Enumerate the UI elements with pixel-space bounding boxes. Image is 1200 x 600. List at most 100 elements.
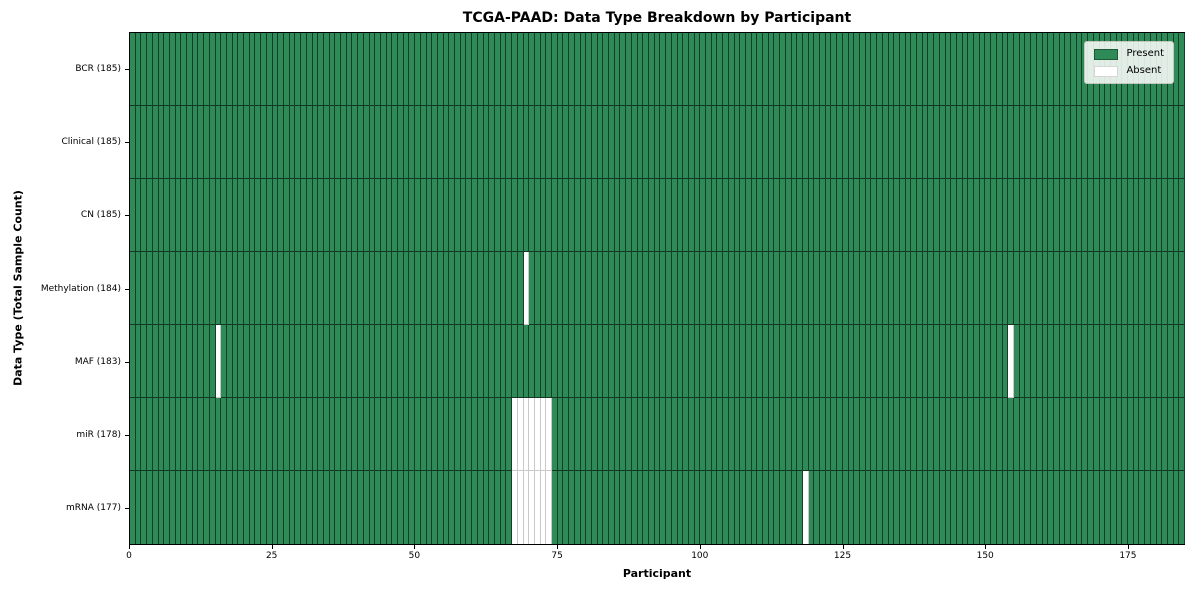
- heatmap-cell-present: [791, 252, 798, 325]
- heatmap-cell-present: [272, 179, 279, 252]
- y-tick-mark: [125, 362, 129, 363]
- heatmap-cell-present: [449, 106, 456, 179]
- heatmap-cell-present: [272, 325, 279, 398]
- heatmap-cell-present: [968, 398, 975, 471]
- heatmap-cell-present: [814, 252, 821, 325]
- heatmap-cell-present: [717, 398, 724, 471]
- heatmap-cell-present: [158, 33, 165, 106]
- heatmap-cell-present: [198, 471, 205, 544]
- heatmap-cell-present: [820, 398, 826, 471]
- heatmap-cell-present: [626, 471, 632, 544]
- heatmap-cell-present: [512, 106, 518, 179]
- heatmap-cell-present: [1128, 325, 1134, 398]
- heatmap-cell-present: [637, 325, 644, 398]
- heatmap-cell-present: [323, 398, 330, 471]
- heatmap-cell-present: [432, 106, 438, 179]
- heatmap-cell-present: [244, 325, 250, 398]
- heatmap-cell-present: [523, 106, 530, 179]
- heatmap-cell-present: [951, 398, 957, 471]
- heatmap-cell-present: [209, 33, 216, 106]
- heatmap-cell-present: [740, 252, 746, 325]
- heatmap-cell-present: [894, 252, 900, 325]
- heatmap-cell-present: [135, 252, 142, 325]
- heatmap-cell-present: [169, 325, 176, 398]
- heatmap-cell-present: [785, 325, 792, 398]
- heatmap-cell-present: [939, 252, 946, 325]
- heatmap-cell-absent: [529, 398, 535, 471]
- heatmap-cell-present: [956, 252, 963, 325]
- heatmap-cell-present: [238, 471, 245, 544]
- plot-area: Present Absent: [129, 32, 1186, 545]
- heatmap-cell-present: [763, 33, 769, 106]
- heatmap-cell-present: [751, 325, 758, 398]
- heatmap-cell-present: [865, 33, 872, 106]
- heatmap-cell-present: [1036, 398, 1043, 471]
- heatmap-cell-present: [1139, 325, 1146, 398]
- heatmap-cell-present: [934, 325, 940, 398]
- heatmap-cell-present: [1059, 398, 1066, 471]
- heatmap-cell-present: [706, 179, 712, 252]
- heatmap-cell-present: [415, 33, 421, 106]
- heatmap-cell-present: [181, 398, 188, 471]
- heatmap-cell-present: [323, 106, 330, 179]
- heatmap-cell-present: [272, 252, 279, 325]
- heatmap-cell-present: [620, 398, 627, 471]
- heatmap-cell-present: [517, 33, 524, 106]
- heatmap-cell-present: [244, 398, 250, 471]
- heatmap-cell-present: [643, 398, 649, 471]
- heatmap-cell-present: [472, 471, 478, 544]
- heatmap-cell-present: [979, 325, 986, 398]
- heatmap-cell-present: [329, 33, 336, 106]
- heatmap-cell-present: [683, 398, 689, 471]
- heatmap-cell-present: [1013, 106, 1020, 179]
- heatmap-cell-present: [894, 33, 900, 106]
- heatmap-cell-present: [483, 106, 490, 179]
- heatmap-cell-present: [763, 398, 769, 471]
- heatmap-cell-present: [1019, 471, 1026, 544]
- heatmap-cell-present: [882, 106, 889, 179]
- heatmap-cell-present: [158, 106, 165, 179]
- heatmap-cell-present: [797, 252, 803, 325]
- heatmap-cell-present: [460, 325, 467, 398]
- heatmap-cell-present: [363, 33, 370, 106]
- heatmap-cell-present: [523, 179, 530, 252]
- heatmap-cell-present: [591, 33, 598, 106]
- heatmap-cell-present: [871, 398, 878, 471]
- x-tick-label: 150: [976, 551, 994, 561]
- heatmap-cell-present: [586, 471, 592, 544]
- heatmap-cell-present: [1122, 398, 1129, 471]
- x-tick-mark: [842, 545, 844, 549]
- heatmap-cell-present: [882, 33, 889, 106]
- heatmap-cell-present: [1076, 252, 1083, 325]
- heatmap-cell-present: [341, 252, 347, 325]
- heatmap-cell-present: [215, 252, 222, 325]
- heatmap-cell-present: [928, 325, 935, 398]
- heatmap-cell-present: [751, 106, 758, 179]
- heatmap-cell-present: [506, 398, 513, 471]
- heatmap-cell-present: [420, 252, 427, 325]
- heatmap-cell-present: [226, 252, 233, 325]
- heatmap-cell-present: [814, 179, 821, 252]
- legend-label: Present: [1126, 48, 1164, 59]
- heatmap-cell-present: [466, 33, 473, 106]
- heatmap-cell-present: [301, 33, 307, 106]
- heatmap-cell-present: [962, 33, 969, 106]
- heatmap-cell-present: [306, 398, 313, 471]
- heatmap-cell-present: [945, 179, 952, 252]
- heatmap-cell-present: [643, 325, 649, 398]
- heatmap-cell-present: [198, 33, 205, 106]
- heatmap-cell-present: [1099, 325, 1106, 398]
- heatmap-cell-present: [1150, 325, 1157, 398]
- heatmap-cell-present: [894, 471, 900, 544]
- heatmap-cell-present: [1179, 33, 1186, 106]
- heatmap-cell-present: [626, 106, 632, 179]
- heatmap-cell-present: [301, 325, 307, 398]
- heatmap-cell-present: [688, 398, 695, 471]
- heatmap-cell-present: [1105, 398, 1111, 471]
- heatmap-cell-present: [683, 325, 689, 398]
- heatmap-cell-present: [768, 252, 775, 325]
- heatmap-cell-present: [842, 471, 849, 544]
- heatmap-cell-present: [392, 33, 399, 106]
- heatmap-cell-present: [1082, 398, 1089, 471]
- heatmap-cell-present: [591, 325, 598, 398]
